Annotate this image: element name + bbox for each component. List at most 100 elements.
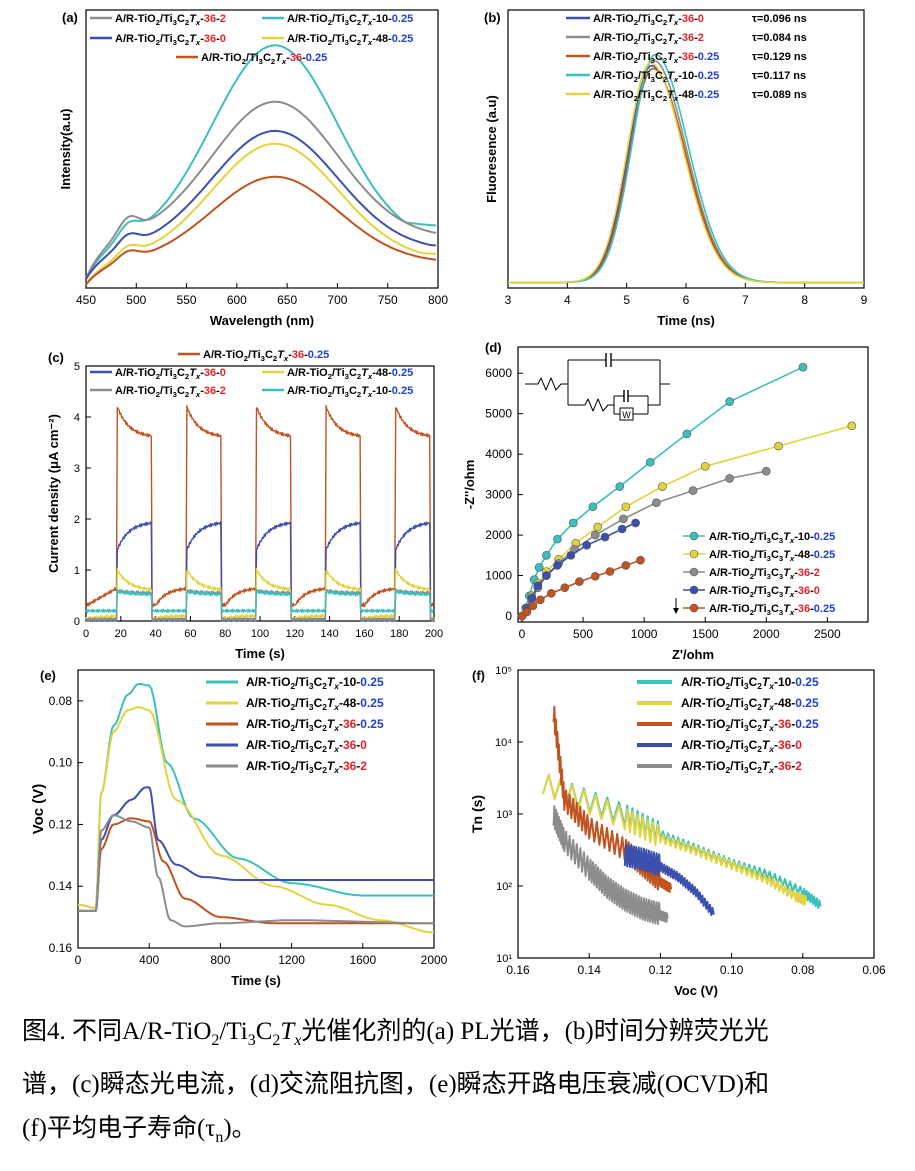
- x-tick-label: 450: [76, 293, 96, 307]
- legend-label: A/R-TiO2/Ti3C2Tx-36-0: [246, 738, 367, 754]
- legend-label: A/R-TiO2/Ti3C2Tx-10-0.25: [246, 675, 384, 691]
- y-tick-label: 10¹: [496, 953, 512, 965]
- y-tick-label: 1000: [485, 569, 512, 583]
- x-tick-label: 0.08: [791, 963, 815, 977]
- y-axis-label: Current density (μA cm⁻²): [46, 414, 61, 573]
- legend-label: A/R-TiO2/Ti3C2Tx-36-0: [593, 13, 704, 27]
- y-tick-label: 3000: [485, 488, 512, 502]
- y-axis-label: Voc (V): [30, 784, 47, 835]
- legend-label: A/R-TiO2/Ti3C3Tx-36-0: [709, 585, 820, 599]
- legend-marker: [689, 603, 699, 613]
- x-tick-label: 9: [861, 293, 868, 307]
- x-tick-label: 2000: [421, 953, 448, 967]
- legend-label: A/R-TiO2/Ti3C2Tx-36-2: [115, 385, 226, 399]
- y-tick-label: 0: [505, 609, 512, 623]
- x-tick-label: 6: [683, 293, 690, 307]
- legend-label: A/R-TiO2/Ti3C2Tx-36-0: [681, 738, 802, 754]
- data-point: [645, 457, 655, 467]
- x-tick-label: 1000: [631, 627, 658, 641]
- arrow-marker-head: [673, 608, 679, 614]
- x-tick-label: 0: [75, 953, 82, 967]
- legend: A/R-TiO2/Ti3C2Tx-36-0.25 A/R-TiO2/Ti3C2Tx…: [90, 349, 413, 399]
- resistor: [525, 377, 568, 391]
- data-point: [588, 502, 598, 512]
- x-axis-label: Time (s): [231, 973, 281, 988]
- series-line: [77, 706, 435, 934]
- legend: A/R-TiO2/Ti3C3Tx-10-0.25 A/R-TiO2/Ti3C3Tx…: [683, 531, 835, 617]
- y-tick-label: 5: [74, 361, 80, 373]
- y-tick-label: 0.12: [49, 817, 73, 831]
- x-tick-label: 0.12: [649, 963, 673, 977]
- x-tick-label: 0.06: [862, 963, 886, 977]
- data-point: [590, 572, 600, 581]
- x-axis-label: Z'/ohm: [672, 647, 714, 662]
- x-tick-label: 160: [355, 628, 373, 640]
- data-point: [542, 551, 551, 560]
- data-point: [617, 524, 627, 534]
- x-tick-label: 120: [286, 628, 304, 640]
- data-point: [536, 595, 545, 605]
- legend-label: A/R-TiO2/Ti3C2Tx-36-2: [681, 759, 802, 775]
- x-tick-label: 140: [320, 628, 338, 640]
- tau-label: τ=0.089 ns: [752, 89, 807, 101]
- y-tick-label: 2000: [485, 528, 512, 542]
- legend-marker: [689, 567, 699, 577]
- panel-a: 450 500 550 600 650 700 750 800 Wavelength (nm) I…: [58, 9, 448, 328]
- series-line: [85, 175, 437, 286]
- legend-label: A/R-TiO2/Ti3C3Tx-36-2: [709, 567, 820, 581]
- y-tick-label: 10⁵: [495, 665, 512, 677]
- legend-label: A/R-TiO2/Ti3C2Tx-36-0.25: [681, 717, 819, 733]
- caption-line-1: 图4. 不同A/R-TiO2/Ti3C2Tx光催化剂的(a) PL光谱，(b)时…: [22, 1018, 769, 1049]
- y-axis-label: Tn (s): [469, 795, 485, 833]
- y-tick-label: 10³: [496, 809, 512, 821]
- panel-b: 3 4 5 6 7 8 9 Time (ns) Fluoresence (a.u) A/R-TiO…: [484, 9, 868, 328]
- y-tick-label: 1: [74, 565, 80, 577]
- y-tick-label: 0.10: [49, 756, 73, 770]
- caption-line-3: (f)平均电子寿命(τn)。: [22, 1115, 257, 1146]
- x-tick-label: 0: [83, 628, 89, 640]
- x-tick-label: 100: [251, 628, 269, 640]
- series-line: [541, 773, 808, 906]
- x-tick-label: 4: [564, 293, 571, 307]
- panel-label: (d): [485, 340, 502, 355]
- y-tick-label: 5000: [485, 407, 512, 421]
- figure-caption: 图4. 不同A/R-TiO2/Ti3C2Tx光催化剂的(a) PL光谱，(b)时…: [22, 1010, 902, 1160]
- legend-label: A/R-TiO2/Ti3C2Tx-48-0.25: [681, 696, 819, 712]
- series-line: [85, 129, 437, 280]
- x-tick-label: 5: [623, 293, 630, 307]
- x-tick-label: 400: [139, 953, 159, 967]
- data-point: [652, 498, 661, 508]
- x-tick-label: 8: [801, 293, 808, 307]
- panel-label: (b): [484, 10, 501, 25]
- x-tick-label: 7: [742, 293, 749, 307]
- data-point: [566, 551, 576, 560]
- x-tick-label: 2500: [814, 627, 841, 641]
- y-tick-label: 10²: [496, 881, 512, 893]
- x-tick-label: 20: [115, 628, 127, 640]
- legend-label: A/R-TiO2/Ti3C2Tx-36-2: [593, 32, 704, 46]
- x-tick-label: 60: [184, 628, 196, 640]
- y-tick-label: 10⁴: [495, 737, 512, 749]
- x-tick-label: 1200: [278, 953, 305, 967]
- resistor: [568, 398, 614, 412]
- tau-label: τ=0.117 ns: [752, 70, 806, 82]
- legend-label: A/R-TiO2/Ti3C2Tx-48-0.25: [246, 696, 384, 712]
- legend-marker: [689, 585, 699, 595]
- warburg-label: W: [622, 410, 631, 420]
- series-line: [85, 404, 435, 608]
- legend-label: A/R-TiO2/Ti3C2Tx-10-0.25: [287, 13, 413, 27]
- data-point: [658, 482, 667, 491]
- legend-label: A/R-TiO2/Ti3C2Tx-48-0.25: [593, 89, 719, 103]
- x-tick-label: 200: [425, 628, 443, 640]
- legend-label: A/R-TiO2/Ti3C2Tx-10-0.25: [287, 385, 413, 399]
- tau-label: τ=0.129 ns: [752, 51, 807, 63]
- series-line: [85, 567, 435, 621]
- data-point: [700, 461, 710, 471]
- x-tick-label: 0: [519, 627, 526, 641]
- data-point: [615, 482, 625, 491]
- y-tick-label: 0.16: [49, 941, 73, 955]
- data-point: [542, 571, 551, 580]
- x-tick-label: 0.14: [578, 963, 602, 977]
- legend-marker: [689, 531, 699, 541]
